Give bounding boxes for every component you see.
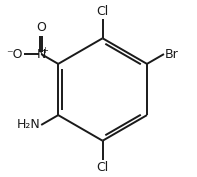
Text: O: O xyxy=(36,21,46,34)
Text: H₂N: H₂N xyxy=(17,118,40,132)
Text: +: + xyxy=(42,46,48,55)
Text: Br: Br xyxy=(165,48,178,61)
Text: Cl: Cl xyxy=(97,5,109,18)
Text: ⁻O: ⁻O xyxy=(6,48,22,61)
Text: Cl: Cl xyxy=(97,161,109,174)
Text: N: N xyxy=(36,48,46,61)
